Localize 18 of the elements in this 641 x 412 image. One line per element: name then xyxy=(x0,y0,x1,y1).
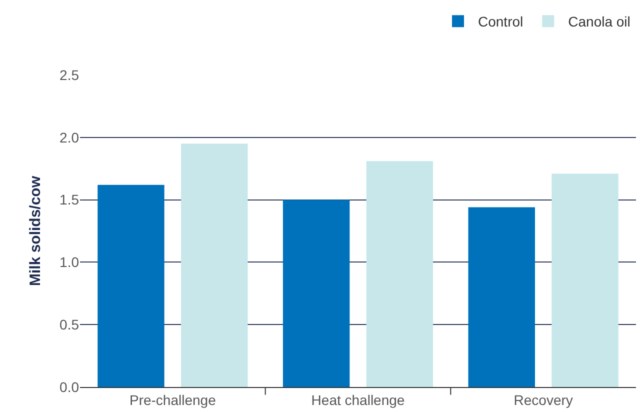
y-axis-title: Milk solids/cow xyxy=(27,176,44,286)
y-tick-label: 2.0 xyxy=(60,129,80,146)
bar xyxy=(366,161,434,387)
y-tick-label: 0.5 xyxy=(60,316,80,332)
x-tick-label: Heat challenge xyxy=(311,392,405,408)
bar xyxy=(282,200,350,387)
y-tick-label: 2.5 xyxy=(60,66,80,83)
bar xyxy=(181,144,248,387)
bar xyxy=(98,184,164,387)
bar xyxy=(552,174,618,387)
y-tick-label: 0.0 xyxy=(60,378,80,395)
legend-label: Control xyxy=(478,14,524,30)
y-tick-label: 1.5 xyxy=(60,192,80,208)
x-tick-label: Recovery xyxy=(514,392,573,408)
y-tick-label: 1.0 xyxy=(60,254,80,270)
bar xyxy=(468,207,535,387)
legend-label: Canola oil xyxy=(568,14,630,30)
x-tick-label: Pre-challenge xyxy=(129,392,216,408)
